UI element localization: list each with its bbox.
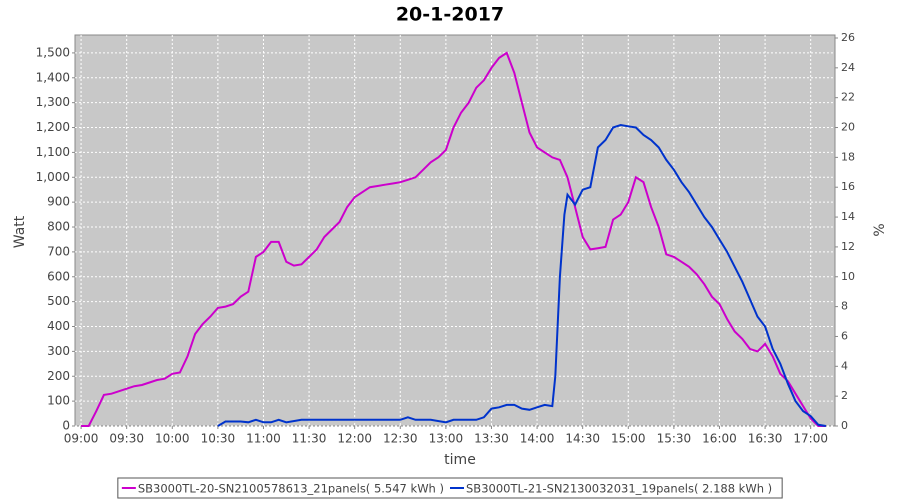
y-tick-label: 1,100	[36, 145, 70, 159]
y2-tick-label: 10	[841, 270, 855, 283]
legend: SB3000TL-20-SN2100578613_21panels( 5.547…	[117, 477, 783, 499]
y2-tick-label: 8	[841, 300, 848, 313]
y2-tick-label: 16	[841, 180, 855, 193]
x-tick-label: 11:30	[292, 432, 327, 446]
x-tick-label: 16:00	[702, 432, 737, 446]
y2-tick-label: 14	[841, 210, 855, 223]
x-tick-label: 12:00	[337, 432, 372, 446]
y-tick-label: 1,300	[36, 95, 70, 109]
x-tick-label: 15:00	[611, 432, 646, 446]
x-tick-label: 11:00	[246, 432, 281, 446]
y-tick-label: 1,400	[36, 70, 70, 84]
y2-tick-label: 18	[841, 150, 855, 163]
x-tick-label: 10:30	[201, 432, 236, 446]
y2-axis-title: %	[872, 223, 888, 236]
y2-tick-label: 22	[841, 91, 855, 104]
y2-tick-label: 24	[841, 61, 855, 74]
y-axis-title: Watt	[12, 215, 28, 248]
y-tick-label: 0	[62, 419, 70, 433]
series-line	[81, 51, 826, 427]
y-tick-label: 600	[47, 269, 70, 283]
y-tick-label: 1,500	[36, 45, 70, 59]
y-tick-label: 800	[47, 220, 70, 234]
y-tick-label: 500	[47, 294, 70, 308]
x-tick-label: 10:00	[155, 432, 190, 446]
y2-tick-label: 4	[841, 359, 848, 372]
legend-label: SB3000TL-21-SN2130032031_19panels( 2.188…	[466, 482, 772, 496]
plot-area	[74, 34, 836, 427]
x-tick-label: 14:30	[565, 432, 600, 446]
x-tick-label: 12:30	[383, 432, 418, 446]
y-tick-label: 1,000	[36, 170, 70, 184]
y-tick-label: 200	[47, 369, 70, 383]
y2-tick-label: 12	[841, 240, 855, 253]
chart-title: 20-1-2017	[396, 4, 504, 26]
x-tick-label: 14:00	[520, 432, 555, 446]
legend-label: SB3000TL-20-SN2100578613_21panels( 5.547…	[138, 482, 444, 496]
y2-tick-label: 20	[841, 121, 855, 134]
y2-tick-label: 0	[841, 419, 848, 432]
y-tick-label: 100	[47, 394, 70, 408]
x-tick-label: 13:00	[429, 432, 464, 446]
x-axis-title: time	[444, 452, 476, 468]
y2-tick-label: 2	[841, 389, 848, 402]
x-tick-label: 16:30	[748, 432, 783, 446]
series-line	[217, 123, 827, 427]
y-tick-label: 400	[47, 319, 70, 333]
x-tick-label: 15:30	[657, 432, 692, 446]
y-tick-label: 700	[47, 244, 70, 258]
y2-tick-label: 26	[841, 31, 855, 44]
y-tick-label: 300	[47, 344, 70, 358]
x-tick-label: 09:00	[64, 432, 99, 446]
x-tick-label: 17:00	[793, 432, 828, 446]
x-tick-label: 09:30	[109, 432, 144, 446]
y2-tick-label: 6	[841, 329, 848, 342]
y-tick-label: 900	[47, 195, 70, 209]
y-tick-label: 1,200	[36, 120, 70, 134]
x-tick-label: 13:30	[474, 432, 509, 446]
